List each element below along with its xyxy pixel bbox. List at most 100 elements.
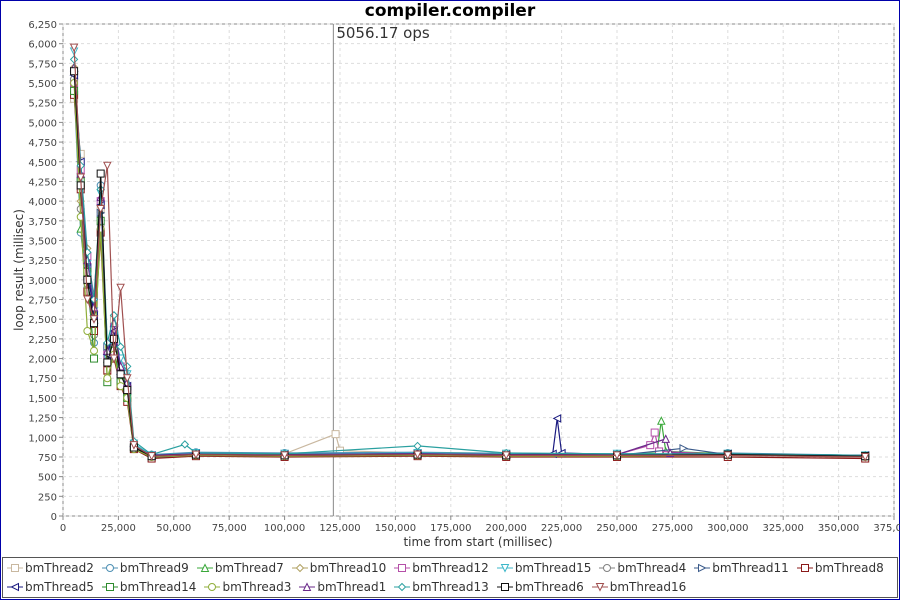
legend-swatch [496,564,513,573]
y-tick-label: 5,000 [28,118,57,129]
legend-item: bmThread6 [496,578,584,596]
legend-label: bmThread4 [617,561,687,575]
legend-row: bmThread2 bmThread9 bmThread7 bmThread10 bmT… [7,559,892,577]
legend-swatch [291,563,308,573]
annotation-label: 5056.17 ops [336,24,429,42]
x-tick-label: 250,000 [596,523,637,534]
legend-swatch [196,563,213,572]
y-tick-label: 500 [38,473,57,484]
data-point [103,358,112,367]
legend-item: bmThread3 [204,578,291,596]
legend-swatch-marker [500,583,509,591]
data-point [129,441,139,450]
x-tick-label: 175,000 [430,523,471,534]
data-point [147,452,156,461]
y-tick-label: 5,500 [28,79,57,90]
x-tick-label: 350,000 [818,523,859,534]
x-tick-label: 100,000 [264,523,305,534]
legend-label: bmThread10 [309,561,387,575]
y-tick-label: 5,250 [28,99,57,110]
legend-swatch-marker [800,564,809,572]
legend-item: bmThread16 [591,578,686,596]
data-point [83,327,92,336]
legend-swatch-marker [398,582,407,592]
legend-item: bmThread13 [394,578,489,596]
data-point [103,161,112,171]
data-point [657,416,666,425]
y-tick-label: 3,750 [28,217,57,228]
data-point [116,283,125,293]
legend-swatch [796,564,813,572]
data-point [180,440,190,449]
legend-item: bmThread15 [496,559,591,577]
legend-item: bmThread14 [101,578,196,596]
x-axis: 0 25,000 50,000 75,000 100,000 125,000 150,000… [60,516,900,534]
legend-label: bmThread12 [412,561,489,575]
legend-label: bmThread5 [25,580,94,594]
legend-row: bmThread5 bmThread14 bmThread3 bmThread1 bmT… [7,578,694,596]
data-point [69,43,79,53]
legend-swatch-marker [500,564,510,573]
legend-item: bmThread5 [7,578,94,596]
y-tick-label: 6,000 [28,40,57,51]
x-tick-label: 150,000 [375,523,416,534]
data-point [860,452,870,462]
legend-swatch-marker [595,583,605,592]
data-point [96,169,105,178]
legend-item: bmThread8 [796,559,884,577]
data-point [650,428,659,437]
legend-swatch-marker [208,583,217,591]
legend-swatch-marker [200,563,210,572]
data-point [191,450,201,460]
legend-item: bmThread7 [196,559,284,577]
legend-label: bmThread9 [119,561,189,575]
x-tick-label: 225,000 [541,523,582,534]
y-tick-label: 0 [51,512,57,523]
y-tick-label: 2,000 [28,355,57,366]
plot-area [62,23,895,517]
x-tick-label: 325,000 [763,523,804,534]
y-tick-label: 3,000 [28,276,57,287]
legend-item: bmThread9 [101,559,189,577]
y-tick-label: 250 [38,492,57,503]
data-point [69,55,79,64]
y-tick-label: 1,250 [28,414,57,425]
y-tick-label: 4,000 [28,197,57,208]
y-axis: 0 250 500 750 1,000 1,250 1,500 1,750 2,000 2,250… [28,20,63,523]
data-point [83,275,92,284]
legend-label: bmThread13 [412,580,489,594]
y-tick-label: 4,500 [28,158,57,169]
x-tick-label: 0 [60,523,66,534]
series-bmThread16 [69,43,870,462]
legend-swatch [204,583,221,591]
data-point [90,354,99,363]
data-point [96,204,105,214]
legend-swatch [101,564,118,572]
data-point [109,354,119,364]
legend-swatch-marker [10,582,19,592]
legend-swatch [496,583,513,591]
legend-swatch [299,582,316,591]
data-point [89,315,99,324]
legend-item: bmThread12 [394,559,489,577]
legend-item: bmThread2 [7,559,94,577]
y-tick-label: 2,750 [28,296,57,307]
legend-item: bmThread11 [694,559,789,577]
y-tick-label: 2,250 [28,335,57,346]
legend-swatch-marker [303,582,312,591]
legend-label: bmThread2 [25,561,94,575]
data-point [413,450,422,460]
data-point [83,295,92,305]
legend-label: bmThread8 [814,561,884,575]
legend-swatch [599,564,616,572]
line-chart: 0 250 500 750 1,000 1,250 1,500 1,750 2,000 2,250… [12,20,900,549]
legend-item: bmThread4 [599,559,686,577]
legend-swatch [394,564,411,572]
x-tick-label: 125,000 [319,523,360,534]
legend-swatch-marker [295,563,304,573]
legend-swatch-marker [105,583,114,591]
grid-lines [62,23,895,517]
y-tick-label: 4,750 [28,138,57,149]
legend-swatch [7,564,23,572]
legend-label: bmThread7 [214,561,284,575]
